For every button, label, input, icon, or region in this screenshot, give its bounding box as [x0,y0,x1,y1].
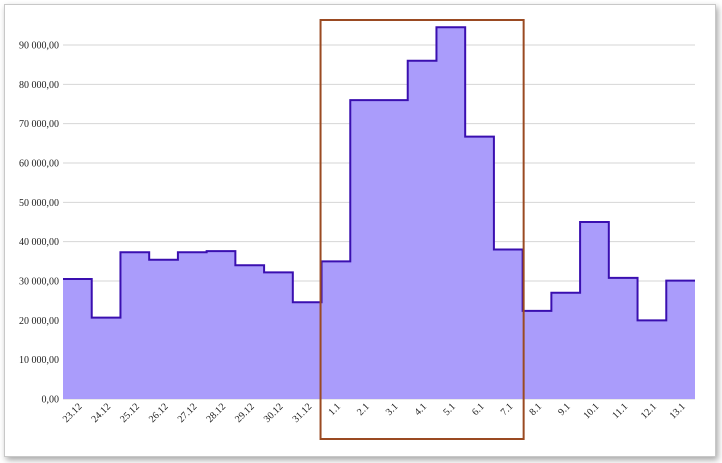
x-tick-label: 31.12 [291,401,315,425]
x-tick-label: 7.1 [499,401,516,418]
x-tick-label: 13.1 [668,401,688,421]
x-tick-label: 10.1 [581,401,601,421]
x-tick-label: 23.12 [61,401,85,425]
y-tick-label: 60 000,00 [19,159,59,170]
x-tick-label: 3.1 [384,401,401,418]
y-tick-label: 30 000,00 [19,277,59,288]
x-tick-label: 30.12 [262,401,286,425]
y-tick-label: 90 000,00 [19,41,59,52]
series-area [63,26,695,400]
x-tick-label: 5.1 [441,401,458,418]
x-tick-label: 24.12 [90,401,114,425]
y-tick-label: 50 000,00 [19,198,59,209]
area-fill [63,27,695,400]
x-tick-label: 8.1 [528,401,545,418]
highlight-layer [319,19,525,440]
x-tick-label: 1.1 [326,401,343,418]
x-tick-label: 29.12 [233,401,257,425]
y-axis: 0,00 10 000,00 20 000,00 30 000,00 40 000,00… [19,41,59,406]
y-tick-label: 80 000,00 [19,80,59,91]
y-tick-label: 0,00 [42,395,60,406]
step-area-chart: 0,00 10 000,00 20 000,00 30 000,00 40 000,00… [19,19,695,440]
x-tick-label: 28.12 [204,401,228,425]
y-tick-label: 10 000,00 [19,355,59,366]
x-tick-label: 2.1 [355,401,372,418]
x-tick-label: 11.1 [610,401,630,421]
y-tick-label: 20 000,00 [19,316,59,327]
x-tick-label: 26.12 [147,401,171,425]
y-tick-label: 70 000,00 [19,119,59,130]
y-tick-label: 40 000,00 [19,237,59,248]
x-axis: 23.12 24.12 25.12 26.12 27.12 28.12 29.12 30.12… [61,401,688,425]
x-tick-label: 25.12 [118,401,142,425]
x-tick-label: 4.1 [413,401,430,418]
highlight-box [319,19,525,440]
x-tick-label: 12.1 [639,401,659,421]
x-tick-label: 6.1 [470,401,487,418]
chart-frame: 0,00 10 000,00 20 000,00 30 000,00 40 000,00… [4,4,716,457]
x-tick-label: 27.12 [176,401,200,425]
x-tick-label: 9.1 [556,401,573,418]
series-line [63,26,695,322]
